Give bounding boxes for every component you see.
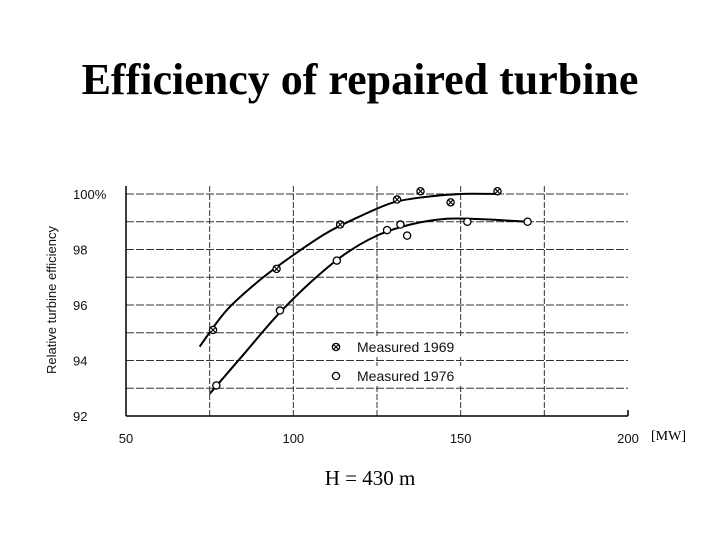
y-tick-label: 94 bbox=[73, 354, 87, 369]
y-axis-label: Relative turbine efficiency bbox=[44, 226, 59, 374]
legend-marker bbox=[331, 371, 341, 381]
data-point-0 bbox=[335, 220, 345, 229]
chart-curves bbox=[198, 192, 528, 395]
legend-background bbox=[324, 337, 506, 357]
data-point-0 bbox=[446, 198, 455, 207]
x-tick-label: 200 bbox=[617, 431, 639, 446]
chart-legend: Measured 1969 Measured 1976 bbox=[324, 337, 506, 386]
x-tick-label: 50 bbox=[119, 431, 133, 446]
chart-points bbox=[208, 186, 532, 390]
legend-entry: Measured 1969 bbox=[357, 339, 455, 355]
data-point-1 bbox=[212, 381, 221, 390]
legend-background bbox=[324, 366, 506, 386]
unit-label: [MW] bbox=[651, 429, 686, 444]
legend-marker bbox=[331, 342, 341, 352]
chart-tick-labels: 50 100 150 200 92 94 96 98 100% bbox=[73, 187, 639, 446]
x-tick-label: 150 bbox=[450, 431, 472, 446]
data-point-0 bbox=[392, 195, 402, 204]
head-label: H = 430 m bbox=[324, 466, 416, 490]
y-tick-label: 100% bbox=[73, 187, 107, 202]
data-point-0 bbox=[493, 186, 502, 196]
series-curve-1 bbox=[208, 217, 528, 395]
data-point-1 bbox=[396, 220, 405, 229]
data-point-1 bbox=[402, 231, 412, 240]
series-curve-0 bbox=[198, 192, 498, 348]
data-point-1 bbox=[382, 225, 392, 235]
data-point-1 bbox=[332, 256, 342, 265]
y-tick-label: 96 bbox=[73, 298, 87, 313]
legend-entry: Measured 1976 bbox=[357, 368, 455, 384]
slide-title: Efficiency of repaired turbine bbox=[81, 55, 639, 104]
chart-axes bbox=[125, 186, 629, 417]
x-tick-label: 100 bbox=[282, 431, 304, 446]
data-point-1 bbox=[523, 217, 532, 226]
data-point-0 bbox=[416, 186, 425, 196]
data-point-0 bbox=[272, 264, 281, 274]
data-point-0 bbox=[208, 325, 218, 335]
data-point-1 bbox=[463, 217, 472, 226]
y-tick-label: 98 bbox=[73, 243, 87, 258]
data-point-1 bbox=[275, 306, 285, 315]
y-tick-label: 92 bbox=[73, 409, 87, 424]
